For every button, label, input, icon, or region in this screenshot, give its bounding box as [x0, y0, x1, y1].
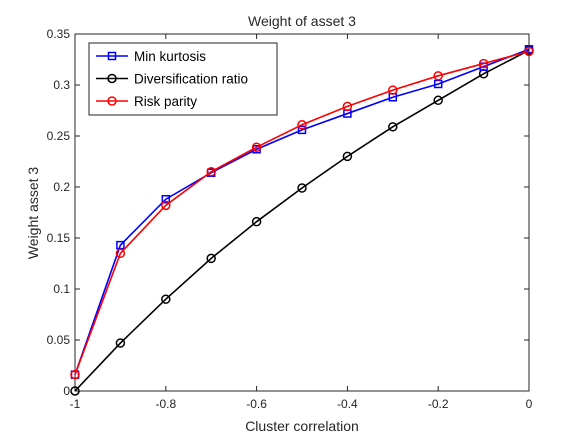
- data-point-diversification-ratio: [342, 151, 353, 162]
- data-point-risk-parity: [251, 142, 262, 152]
- y-axis-label: Weight asset 3: [25, 167, 41, 260]
- data-point-diversification-ratio: [70, 386, 80, 396]
- y-tick-label: 0.1: [53, 282, 70, 296]
- x-tick-label: -0.4: [337, 397, 358, 411]
- data-point-risk-parity: [206, 166, 216, 177]
- data-point-risk-parity: [297, 120, 307, 130]
- legend-item-diversification-ratio: Diversification ratio: [96, 72, 248, 87]
- series-line-risk-parity: [74, 50, 530, 375]
- chart-title: Weight of asset 3: [248, 13, 356, 29]
- data-point-risk-parity: [70, 369, 80, 380]
- series-diversification-ratio: [70, 45, 534, 396]
- y-tick-label: 0: [63, 384, 70, 398]
- x-tick-label: -0.8: [155, 397, 176, 411]
- legend-item-min-kurtosis: Min kurtosis: [96, 49, 206, 64]
- y-tick-label: 0.05: [47, 333, 71, 347]
- x-tick-label: 0: [526, 397, 533, 411]
- x-tick-label: -1: [70, 397, 81, 411]
- legend-marker: [107, 96, 117, 106]
- data-point-min-kurtosis: [297, 125, 307, 135]
- data-point-min-kurtosis: [161, 194, 171, 204]
- series-risk-parity: [70, 46, 534, 380]
- x-axis-label: Cluster correlation: [245, 418, 359, 434]
- data-point-risk-parity: [388, 85, 398, 95]
- legend-item-risk-parity: Risk parity: [96, 94, 197, 109]
- data-point-diversification-ratio: [206, 253, 216, 264]
- data-point-risk-parity: [433, 71, 443, 81]
- series-layer: [70, 45, 534, 396]
- y-tick-label: 0.2: [53, 180, 70, 194]
- y-tick-label: 0.25: [47, 129, 71, 143]
- y-tick-label: 0.35: [47, 27, 71, 41]
- legend-marker: [107, 51, 117, 61]
- series-line-min-kurtosis: [74, 48, 530, 375]
- data-point-diversification-ratio: [251, 216, 262, 227]
- legend-label: Diversification ratio: [134, 72, 248, 87]
- legend-label: Min kurtosis: [134, 49, 206, 64]
- legend-label: Risk parity: [134, 94, 197, 109]
- data-point-risk-parity: [115, 248, 126, 259]
- data-point-diversification-ratio: [115, 338, 126, 348]
- data-point-risk-parity: [342, 101, 353, 112]
- legend-marker: [107, 73, 117, 84]
- series-line-diversification-ratio: [74, 49, 530, 392]
- y-tick-label: 0.3: [53, 78, 70, 92]
- data-point-diversification-ratio: [433, 95, 443, 106]
- data-point-risk-parity: [478, 58, 489, 69]
- data-point-diversification-ratio: [161, 294, 171, 304]
- data-point-risk-parity: [524, 46, 534, 57]
- x-tick-label: -0.6: [246, 397, 267, 411]
- data-point-diversification-ratio: [297, 183, 307, 193]
- data-point-diversification-ratio: [388, 122, 398, 132]
- data-point-risk-parity: [161, 200, 171, 211]
- y-tick-label: 0.15: [47, 231, 71, 245]
- x-tick-label: -0.2: [428, 397, 449, 411]
- legend: Min kurtosis Diversification ratio Risk pa…: [88, 42, 278, 116]
